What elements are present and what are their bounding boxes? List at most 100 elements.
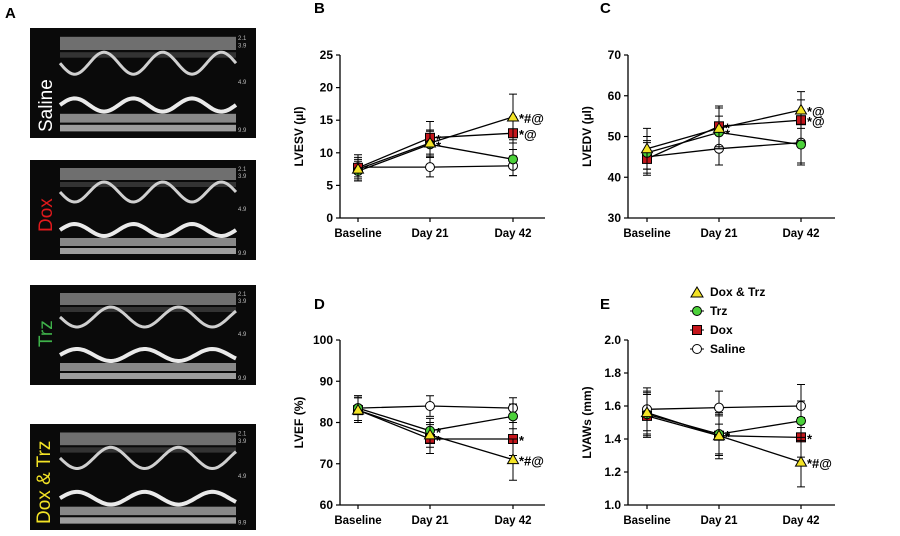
series-dox-trz [351,397,520,481]
data-point [351,403,365,415]
data-point [794,455,808,467]
echo-mmode-trace: 2.13.9 4.9 9.9 [58,167,247,257]
legend-item-dox: Dox [690,320,765,339]
series-dox [642,393,806,458]
y-tick-label: 2.0 [604,333,621,347]
y-axis-label: LVEF (%) [292,397,306,449]
data-point [640,142,654,154]
chart-c: 30 40 50 60 70 Baseline Day 21 Day 42 LVEDV (µl)… [580,48,835,240]
data-point [423,136,437,148]
significance-annotation: *#@ [807,456,832,471]
x-tick-label: Baseline [623,515,670,527]
data-point [794,103,808,115]
echo-scale-tick: 9.9 [238,251,247,257]
series-line [357,405,514,409]
x-tick-label: Day 42 [782,228,819,240]
legend-item-trz: Trz [690,301,765,320]
y-tick-label: 10 [320,146,334,160]
data-point [506,453,520,465]
legend-item-dox-trz: Dox & Trz [690,282,765,301]
echo-panel-dox-trz: Dox & Trz 2.1 3.9 4.9 9.9 [30,424,256,530]
significance-annotation: * [436,132,442,147]
echo-scale-tick: 3.9 [238,174,247,180]
legend-label: Dox & Trz [710,284,766,299]
data-point [712,429,726,441]
data-point [423,428,437,440]
significance-annotation: * [436,138,442,153]
data-point [508,411,518,422]
y-tick-label: 25 [320,48,334,62]
echo-scale-tick: 2.1 [238,431,247,437]
chart-b: 0 5 10 15 20 25 Baseline Day 21 Day 42 LVESV (µl)… [292,48,545,240]
panel-letter-b: B [314,0,325,17]
series-line [646,141,802,158]
circle-marker-icon [690,305,704,316]
echo-scale-tick: 3.9 [238,299,247,305]
legend-label: Trz [710,303,728,318]
y-tick-label: 30 [608,211,622,225]
x-tick-label: Day 42 [494,515,531,527]
echo-mmode-trace: 2.13.9 4.9 9.9 [58,292,247,382]
y-axis-label: LVAWs (mm) [580,386,594,458]
y-tick-label: 60 [320,498,334,512]
data-point [425,401,435,411]
series-dox [642,99,806,176]
triangle-marker-icon [690,285,704,297]
echo-scale-tick: 9.9 [238,376,247,382]
echo-scale-tick: 4.9 [238,332,247,338]
y-tick-label: 70 [608,48,622,62]
significance-annotation: * [725,126,731,141]
data-point [506,110,520,122]
y-tick-label: 1.0 [604,498,621,512]
echo-panel-saline: Saline 2.1 3.9 4.9 9.9 [30,28,256,138]
y-tick-label: 80 [320,416,334,430]
y-tick-label: 60 [608,89,622,103]
echo-scale-tick: 2.1 [238,36,247,42]
data-point [351,162,365,174]
y-tick-label: 0 [326,211,333,225]
echo-scale-tick: 4.9 [238,474,247,480]
significance-annotation: * [519,433,525,448]
y-tick-label: 50 [608,130,622,144]
echo-scale-tick: 2.1 [238,292,247,298]
x-tick-label: Day 21 [411,228,449,240]
y-tick-label: 20 [320,81,334,95]
legend: Dox & Trz Trz Dox Saline [690,282,765,358]
legend-item-saline: Saline [690,339,765,358]
significance-annotation: * [807,431,813,446]
echo-scale-tick: 2.1 [238,167,247,173]
significance-annotation: *#@ [519,454,544,469]
circle-marker-icon [690,343,704,354]
x-tick-label: Day 42 [782,515,819,527]
x-tick-label: Day 21 [700,515,738,527]
y-axis-label: LVEDV (µl) [580,106,594,167]
y-tick-label: 70 [320,457,334,471]
echo-scale-tick: 9.9 [238,521,247,527]
echo-scale-tick: 3.9 [238,439,247,445]
significance-annotation: * [725,428,731,443]
data-point [425,162,435,173]
series-saline [642,384,806,432]
y-tick-label: 15 [320,113,334,127]
echo-scale-tick: 3.9 [238,44,247,50]
echo-mmode-trace: 2.13.94.99.9 [58,36,247,134]
y-tick-label: 90 [320,374,334,388]
significance-annotation: *#@ [519,111,544,126]
x-tick-label: Day 21 [411,515,449,527]
legend-label: Dox [710,322,733,337]
echo-mmode-trace: 2.1 3.9 4.9 9.9 [58,431,247,527]
y-tick-label: 100 [313,333,333,347]
data-point [508,154,518,165]
x-tick-label: Baseline [334,515,381,527]
data-point [796,415,806,426]
series-dox-trz [351,93,520,180]
chart-e: 1.0 1.2 1.4 1.6 1.8 2.0 Baseline Day 21 Day 42 LV… [580,333,835,527]
significance-annotation: *@ [807,114,825,129]
echo-scale-tick: 4.9 [238,207,247,213]
series-line [358,165,514,168]
echo-panel-trz: Trz 2.1 3.9 4.9 9.9 [30,285,256,385]
y-tick-label: 5 [326,178,333,192]
x-tick-label: Baseline [334,228,381,240]
echo-scale-tick: 4.9 [238,80,247,86]
y-tick-label: 1.6 [604,399,621,413]
